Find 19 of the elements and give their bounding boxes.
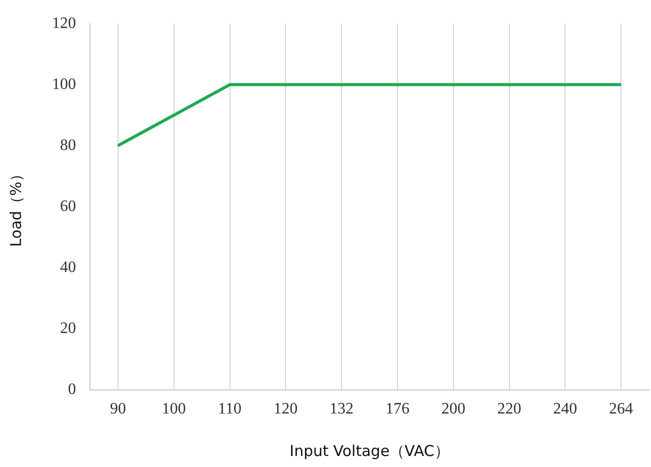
y-tick-label: 0 bbox=[68, 381, 76, 398]
y-tick-label: 40 bbox=[60, 258, 76, 276]
y-tick-label: 120 bbox=[52, 14, 76, 32]
x-axis-title: Input Voltage（VAC） bbox=[290, 442, 450, 460]
y-axis-title: Load（%） bbox=[6, 166, 25, 247]
x-tick-label: 110 bbox=[218, 400, 242, 418]
x-tick-label: 240 bbox=[553, 400, 578, 418]
x-tick-label: 90 bbox=[110, 400, 126, 418]
x-tick-label: 132 bbox=[330, 400, 354, 418]
x-tick-label: 100 bbox=[162, 400, 186, 418]
y-tick-label: 80 bbox=[60, 136, 76, 154]
x-tick-label: 120 bbox=[274, 400, 298, 418]
x-tick-label: 264 bbox=[609, 400, 634, 418]
y-tick-label: 100 bbox=[52, 76, 76, 93]
y-tick-label: 60 bbox=[60, 198, 76, 215]
x-tick-label: 176 bbox=[385, 400, 410, 418]
x-tick-label: 220 bbox=[497, 400, 522, 418]
y-tick-label: 20 bbox=[60, 320, 76, 337]
x-tick-label: 200 bbox=[441, 400, 466, 418]
